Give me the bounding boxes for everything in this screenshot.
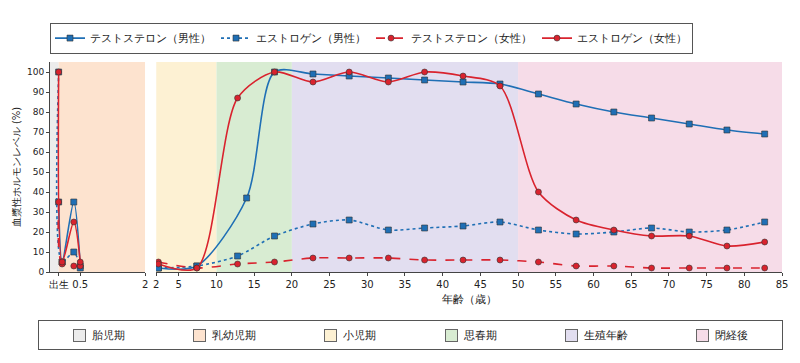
svg-text:90: 90 [33, 87, 45, 97]
svg-text:30: 30 [361, 279, 374, 290]
svg-text:2: 2 [142, 279, 148, 290]
svg-text:10: 10 [33, 247, 45, 257]
svg-text:エストロゲン（女性）: エストロゲン（女性） [577, 32, 687, 45]
html-text:胎児期: 胎児期 [92, 328, 126, 342]
svg-text:50: 50 [512, 279, 525, 290]
svg-text:0: 0 [38, 267, 44, 277]
svg-text:50: 50 [33, 167, 45, 177]
html-text:生殖年齢: 生殖年齢 [583, 328, 628, 342]
svg-text:55: 55 [549, 279, 562, 290]
svg-text:60: 60 [33, 147, 45, 157]
svg-text:20: 20 [33, 227, 45, 237]
svg-text:年齢（歳）: 年齢（歳） [442, 293, 497, 306]
svg-text:35: 35 [399, 279, 412, 290]
svg-text:5: 5 [176, 279, 182, 290]
svg-text:20: 20 [286, 279, 299, 290]
svg-text:30: 30 [33, 207, 45, 217]
svg-text:エストロゲン（男性）: エストロゲン（男性） [256, 32, 366, 45]
html-text:乳幼児期: 乳幼児期 [212, 328, 257, 342]
svg-text:出生: 出生 [49, 279, 69, 290]
svg-text:40: 40 [436, 279, 449, 290]
svg-text:15: 15 [248, 279, 261, 290]
svg-text:10: 10 [210, 279, 223, 290]
svg-text:テストステロン（女性）: テストステロン（女性） [411, 32, 532, 45]
svg-text:25: 25 [323, 279, 336, 290]
svg-text:80: 80 [738, 279, 751, 290]
svg-text:65: 65 [625, 279, 638, 290]
svg-text:70: 70 [663, 279, 676, 290]
svg-text:70: 70 [33, 127, 45, 137]
svg-text:40: 40 [33, 187, 45, 197]
svg-text:2: 2 [153, 279, 159, 290]
svg-text:100: 100 [27, 67, 44, 77]
svg-text:テストステロン（男性）: テストステロン（男性） [90, 32, 211, 45]
html-text:閉経後: 閉経後 [714, 328, 748, 342]
html-text:小児期: 小児期 [343, 328, 377, 342]
html-text:思春期: 思春期 [463, 328, 497, 342]
svg-text:60: 60 [587, 279, 600, 290]
svg-text:45: 45 [474, 279, 487, 290]
svg-text:75: 75 [700, 279, 713, 290]
svg-text:80: 80 [33, 107, 45, 117]
svg-text:0.5: 0.5 [72, 279, 88, 290]
svg-text:血漿性ホルモンレベル (%): 血漿性ホルモンレベル (%) [11, 107, 22, 228]
svg-text:85: 85 [776, 279, 789, 290]
